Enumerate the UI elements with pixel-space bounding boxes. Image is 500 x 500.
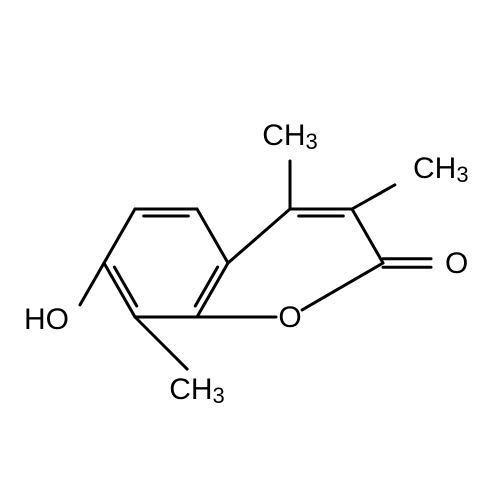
svg-text:O: O bbox=[445, 247, 468, 280]
svg-text:O: O bbox=[278, 301, 301, 334]
svg-text:CH3: CH3 bbox=[413, 152, 469, 187]
svg-text:CH3: CH3 bbox=[262, 119, 318, 154]
svg-text:CH3: CH3 bbox=[169, 373, 225, 408]
molecule-diagram: O O CH3 CH3 CH3 HO bbox=[0, 0, 500, 500]
svg-text:HO: HO bbox=[24, 303, 69, 336]
